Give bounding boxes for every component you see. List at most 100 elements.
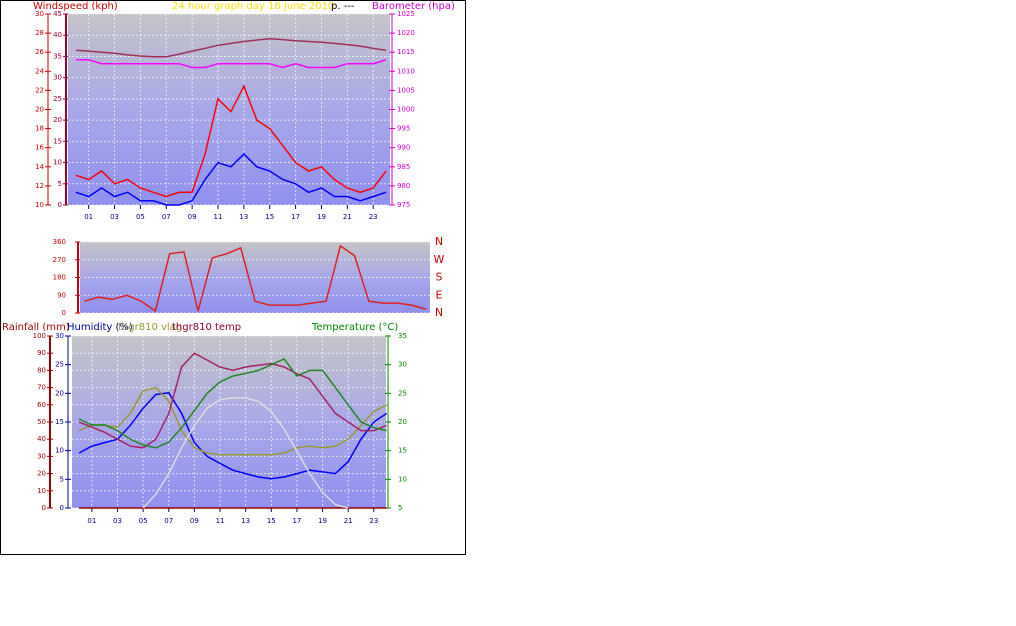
y-tick-label: 40 (37, 435, 46, 443)
y3-tick-label: 0 (60, 504, 64, 512)
y2-tick-label: 1020 (397, 29, 415, 37)
y-tick-label: 60 (37, 401, 46, 409)
x-tick-label: 23 (369, 517, 378, 525)
y3-tick-label: 25 (55, 361, 64, 369)
x-tick-label: 23 (369, 213, 378, 221)
x-tick-label: 07 (164, 517, 173, 525)
y-tick-label: 35 (53, 52, 62, 60)
y2-tick-label: 980 (397, 182, 410, 190)
y2-tick-label: 1005 (397, 86, 415, 94)
y2-tick-label: 985 (397, 163, 410, 171)
y2-tick-label: 1015 (397, 48, 415, 56)
x-tick-label: 11 (214, 213, 223, 221)
x-tick-label: 05 (139, 517, 148, 525)
x-tick-label: 21 (344, 517, 353, 525)
y-tick-label: 0 (42, 504, 46, 512)
y-tick-label: 100 (33, 332, 46, 340)
x-tick-label: 09 (190, 517, 199, 525)
legend-entry: thgr810 vlag (118, 322, 182, 333)
y2-tick-label: 990 (397, 144, 410, 152)
x-tick-label: 07 (162, 213, 171, 221)
y-tick-label: 30 (53, 74, 62, 82)
y-tick-label: 0 (58, 201, 62, 209)
y3-tick-label: 16 (35, 144, 44, 152)
y3-tick-label: 28 (35, 29, 44, 37)
y2-tick-label: 5 (398, 504, 402, 512)
y2-tick-label: 975 (397, 201, 410, 209)
x-tick-label: 19 (318, 517, 327, 525)
x-tick-label: 13 (241, 517, 250, 525)
y2-tick-label: 995 (397, 125, 410, 133)
y-tick-label: 270 (53, 256, 66, 264)
annotation: p. --- (331, 1, 355, 12)
y3-tick-label: 22 (35, 86, 44, 94)
y-tick-label: 20 (37, 470, 46, 478)
y2-tick-label: 10 (398, 475, 407, 483)
y3-tick-label: 18 (35, 125, 44, 133)
data-line (75, 59, 387, 69)
y2-tick-label: W (434, 253, 445, 266)
y2-tick-label: 30 (398, 361, 407, 369)
y-tick-label: 180 (53, 274, 66, 282)
y2-tick-label: 35 (398, 332, 407, 340)
y-tick-label: 70 (37, 384, 46, 392)
y3-tick-label: 26 (35, 48, 44, 56)
y-tick-label: 20 (53, 116, 62, 124)
y2-tick-label: S (436, 271, 443, 284)
chart-title: 24 hour graph day 16 June 2010 (172, 1, 334, 12)
y2-tick-label: 20 (398, 418, 407, 426)
x-tick-label: 01 (84, 213, 93, 221)
legend-entry: Temperature (°C) (311, 322, 398, 333)
y2-tick-label: 1025 (397, 10, 415, 18)
y2-tick-label: E (436, 288, 443, 301)
data-line (78, 386, 387, 456)
y-tick-label: 45 (53, 10, 62, 18)
y-tick-label: 15 (53, 137, 62, 145)
data-line (75, 153, 387, 206)
y3-tick-label: 10 (35, 201, 44, 209)
x-tick-label: 03 (113, 517, 122, 525)
y2-tick-label: 15 (398, 447, 407, 455)
y3-tick-label: 12 (35, 182, 44, 190)
x-tick-label: 19 (317, 213, 326, 221)
y2-axis-label: Barometer (hpa) (372, 1, 455, 12)
y2-tick-label: 1010 (397, 67, 415, 75)
x-tick-label: 01 (87, 517, 96, 525)
y3-tick-label: 15 (55, 418, 64, 426)
y2-tick-label: 25 (398, 389, 407, 397)
y-tick-label: 40 (53, 31, 62, 39)
legend-entry: thgr810 temp (172, 322, 241, 333)
y-tick-label: 90 (57, 291, 66, 299)
y3-tick-label: 24 (35, 67, 44, 75)
y-tick-label: 0 (62, 309, 66, 317)
data-line (78, 357, 387, 449)
x-tick-label: 15 (265, 213, 274, 221)
x-tick-label: 11 (216, 517, 225, 525)
y-tick-label: 10 (53, 159, 62, 167)
y2-tick-label: N (435, 235, 443, 248)
y3-tick-label: 5 (60, 475, 64, 483)
data-line (78, 352, 387, 449)
x-tick-label: 17 (292, 517, 301, 525)
x-tick-label: 05 (136, 213, 145, 221)
y-axis-label: Windspeed (kph) (33, 1, 118, 12)
y-tick-label: 10 (37, 487, 46, 495)
data-line (84, 244, 426, 313)
data-line (75, 84, 387, 198)
x-tick-label: 13 (239, 213, 248, 221)
x-tick-label: 09 (188, 213, 197, 221)
y-tick-label: 50 (37, 418, 46, 426)
x-tick-label: 15 (267, 517, 276, 525)
y2-tick-label: N (435, 306, 443, 319)
y-tick-label: 25 (53, 95, 62, 103)
data-line (75, 38, 387, 58)
y3-tick-label: 20 (55, 389, 64, 397)
data-line (78, 391, 388, 480)
y-tick-label: 80 (37, 366, 46, 374)
x-tick-label: 17 (291, 213, 300, 221)
y3-tick-label: 30 (35, 10, 44, 18)
y3-tick-label: 30 (55, 332, 64, 340)
y3-tick-label: 10 (55, 447, 64, 455)
y-tick-label: 30 (37, 452, 46, 460)
y-tick-label: 90 (37, 349, 46, 357)
